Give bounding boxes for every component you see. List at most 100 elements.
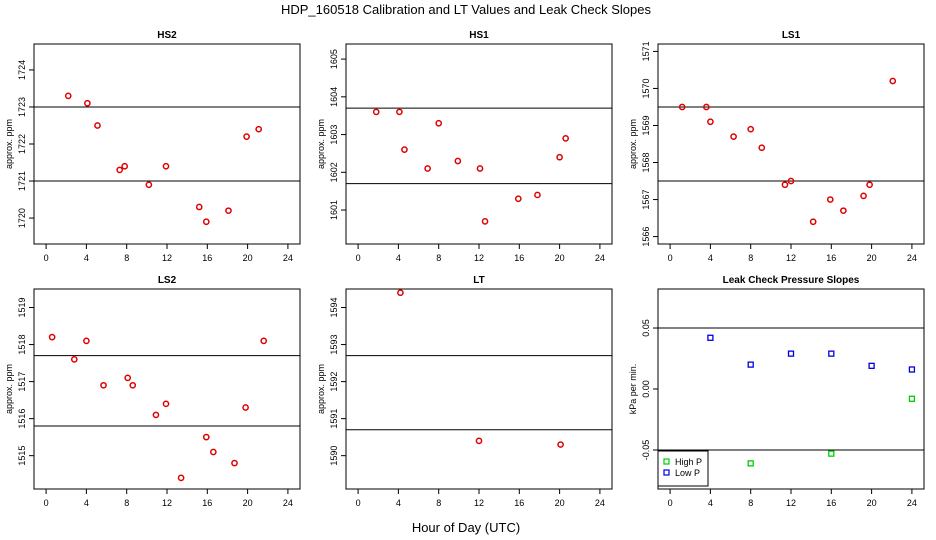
data-point-low-p <box>828 350 835 357</box>
y-tick-label: 1720 <box>17 208 27 228</box>
y-tick-label: 1723 <box>17 97 27 117</box>
y-tick-label: 0.05 <box>641 319 651 337</box>
x-tick-label: 16 <box>202 498 212 508</box>
x-tick-label: 12 <box>786 253 796 263</box>
x-tick-label: 8 <box>436 253 441 263</box>
data-point <box>809 218 817 226</box>
data-point <box>889 77 897 85</box>
y-tick-label: 1605 <box>329 49 339 69</box>
legend-label: Low P <box>675 468 700 478</box>
panel-title: HS2 <box>157 30 177 41</box>
data-point <box>758 144 766 152</box>
data-point-high-p <box>908 395 916 402</box>
x-tick-label: 16 <box>514 498 524 508</box>
data-point <box>225 207 232 215</box>
panel-hs2: HS2 0 4 8 12 16 20 24 1720 1721 1722 1723 1724 approx… <box>4 30 301 263</box>
y-tick-label: 1591 <box>329 409 339 429</box>
data-point <box>435 119 443 127</box>
y-axis-label: approx. ppm <box>628 119 638 169</box>
data-point <box>534 191 541 199</box>
y-tick-label: 1592 <box>329 372 339 392</box>
y-tick-label: 1519 <box>17 298 27 318</box>
data-point <box>396 108 403 116</box>
data-point-low-p <box>787 350 795 357</box>
x-tick-label: 4 <box>84 253 89 263</box>
data-point <box>556 153 563 161</box>
data-point <box>195 203 203 211</box>
data-point <box>860 192 867 200</box>
y-axis-label: approx. ppm <box>4 364 14 414</box>
data-point <box>116 166 123 174</box>
y-tick-label: 1721 <box>17 171 27 191</box>
data-point <box>747 125 755 133</box>
plot-frame <box>345 288 613 490</box>
data-point <box>243 133 250 140</box>
x-tick-label: 20 <box>243 498 253 508</box>
data-point <box>177 474 185 482</box>
x-tick-label: 0 <box>44 253 49 263</box>
panel-lt: LT 0 4 8 12 16 20 24 1590 1591 1592 1593 1594 approx.… <box>316 275 613 508</box>
y-axis-label: approx. ppm <box>316 119 326 169</box>
x-tick-label: 16 <box>826 253 836 263</box>
data-point-low-p <box>868 362 875 369</box>
legend-marker-high-p <box>663 458 670 465</box>
data-point <box>260 337 268 345</box>
panel-title: LT <box>473 275 484 286</box>
data-point <box>48 333 56 341</box>
data-point <box>202 218 210 226</box>
data-point <box>231 459 238 467</box>
x-tick-label: 20 <box>555 253 565 263</box>
data-point <box>202 433 210 441</box>
y-tick-label: 1516 <box>17 409 27 429</box>
data-point <box>145 181 153 189</box>
x-tick-label: 8 <box>124 253 129 263</box>
data-point <box>401 146 408 154</box>
plot-frame <box>33 43 301 245</box>
panel-hs1: HS1 0 4 8 12 16 20 24 1601 1602 1603 1604 1605 approx… <box>316 30 613 263</box>
data-point <box>124 374 132 382</box>
x-tick-label: 0 <box>44 498 49 508</box>
data-point <box>557 441 564 448</box>
data-point-low-p <box>707 334 714 341</box>
plot-frame <box>345 43 613 245</box>
x-tick-label: 24 <box>907 498 917 508</box>
y-tick-label: 1724 <box>17 60 27 80</box>
data-point-high-p <box>828 450 835 457</box>
data-point <box>481 218 489 225</box>
y-tick-label: 1570 <box>641 78 651 98</box>
data-point <box>70 356 78 363</box>
x-tick-label: 24 <box>595 498 605 508</box>
panel-title: LS1 <box>782 30 801 41</box>
y-tick-label: 1594 <box>329 298 339 318</box>
x-tick-label: 4 <box>84 498 89 508</box>
plot-frame <box>33 288 301 490</box>
x-tick-label: 12 <box>474 253 484 263</box>
data-point <box>424 165 431 172</box>
data-point-low-p <box>747 361 754 368</box>
panel-ls2: LS2 0 4 8 12 16 20 24 1515 1516 1517 1518 1519 approx… <box>4 275 301 508</box>
data-point <box>162 400 170 408</box>
y-tick-label: 1517 <box>17 372 27 392</box>
x-tick-label: 20 <box>867 253 877 263</box>
x-tick-label: 12 <box>786 498 796 508</box>
y-tick-label: 1566 <box>641 227 651 247</box>
data-point <box>840 207 847 215</box>
panel-title: HS1 <box>469 30 489 41</box>
y-tick-label: 1601 <box>329 200 339 220</box>
x-tick-label: 12 <box>474 498 484 508</box>
panel-ls1: LS1 0 4 8 12 16 20 24 1566 1567 1568 1569 1570 1571 ap… <box>628 30 925 263</box>
x-tick-label: 16 <box>202 253 212 263</box>
data-point <box>121 162 129 170</box>
x-tick-label: 20 <box>555 498 565 508</box>
y-tick-label: 1518 <box>17 335 27 355</box>
data-point <box>94 122 101 129</box>
data-point <box>514 195 522 203</box>
y-tick-label: 1722 <box>17 134 27 154</box>
panel-title: LS2 <box>158 275 177 286</box>
y-tick-label: 1602 <box>329 162 339 182</box>
data-point <box>866 181 873 189</box>
x-tick-label: 8 <box>436 498 441 508</box>
panel-leak: Leak Check Pressure Slopes 0 4 8 12 16 20 24 -0.… <box>628 275 925 508</box>
